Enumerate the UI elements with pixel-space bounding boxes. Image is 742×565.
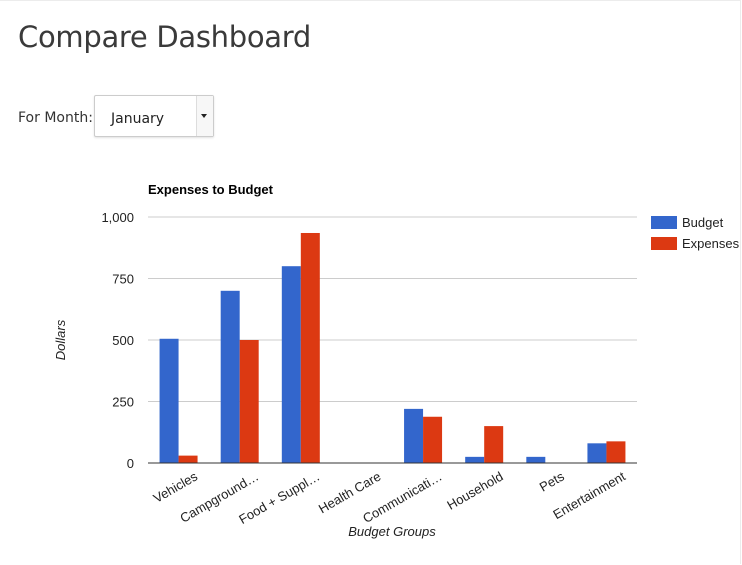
legend-swatch-budget <box>651 216 677 229</box>
bar-expenses[interactable] <box>606 441 626 463</box>
bar-expenses[interactable] <box>239 340 259 463</box>
bar-budget[interactable] <box>465 456 485 463</box>
month-select[interactable]: January <box>94 95 214 137</box>
month-label: For Month: <box>18 110 93 126</box>
x-tick-label: Vehicles <box>151 468 201 505</box>
bar-budget[interactable] <box>281 266 301 463</box>
y-tick-label: 500 <box>112 333 134 348</box>
bar-budget[interactable] <box>587 443 607 463</box>
y-tick-label: 250 <box>112 395 134 410</box>
month-selected-value: January <box>111 111 165 127</box>
caret-down-icon <box>201 114 207 118</box>
bar-expenses[interactable] <box>484 426 504 463</box>
bar-budget[interactable] <box>159 338 179 463</box>
legend-label-expenses: Expenses <box>682 236 740 251</box>
y-axis-ticks: 0 250 500 750 1,000 <box>101 210 134 471</box>
chart-title: Expenses to Budget <box>148 182 274 197</box>
x-tick-label: Pets <box>537 468 567 494</box>
x-tick-label: Household <box>444 469 505 513</box>
y-tick-label: 750 <box>112 272 134 287</box>
legend-swatch-expenses <box>651 237 677 250</box>
chart-bars <box>159 232 626 463</box>
dropdown-button[interactable] <box>196 96 213 136</box>
bar-budget[interactable] <box>404 408 424 463</box>
chart-legend: Budget Expenses <box>651 215 740 251</box>
y-tick-label: 0 <box>127 456 134 471</box>
bar-expenses[interactable] <box>423 416 443 463</box>
bar-budget[interactable] <box>526 456 546 463</box>
legend-label-budget: Budget <box>682 215 724 230</box>
bar-budget[interactable] <box>220 290 240 463</box>
x-axis-title: Budget Groups <box>348 524 436 539</box>
y-axis-title: Dollars <box>53 319 68 360</box>
page-title: Compare Dashboard <box>18 20 311 54</box>
bar-expenses[interactable] <box>300 232 320 463</box>
y-tick-label: 1,000 <box>101 210 134 225</box>
bar-expenses[interactable] <box>178 455 198 463</box>
